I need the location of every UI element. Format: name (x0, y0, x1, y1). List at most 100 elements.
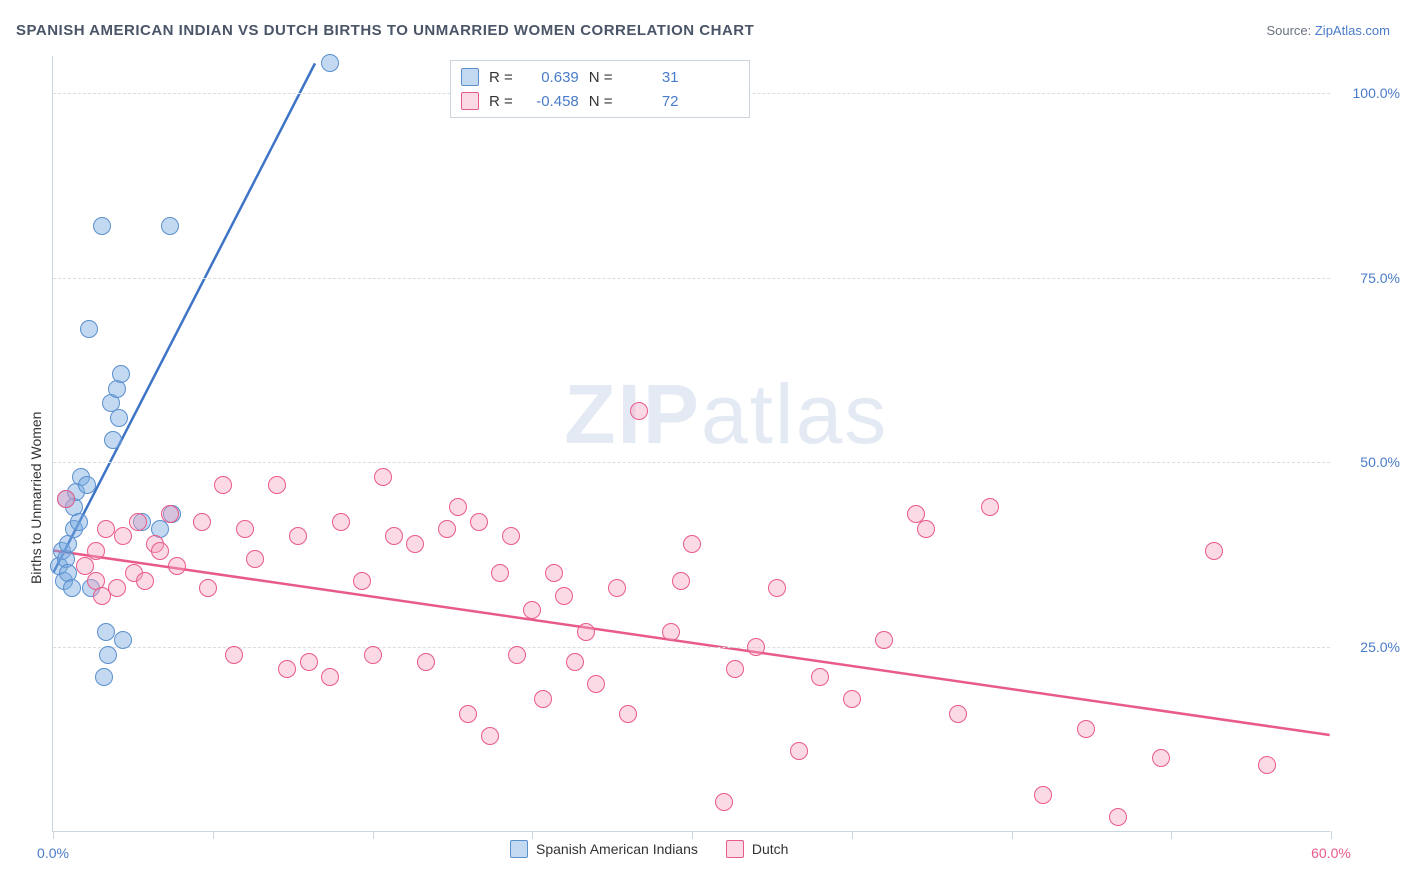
swatch-dutch (461, 92, 479, 110)
n-value: 31 (623, 69, 679, 86)
point-dutch (449, 498, 467, 516)
point-dutch (608, 579, 626, 597)
point-dutch (353, 572, 371, 590)
point-dutch (1205, 542, 1223, 560)
gridline (53, 462, 1330, 463)
watermark: ZIPatlas (564, 366, 888, 463)
point-dutch (555, 587, 573, 605)
point-dutch (199, 579, 217, 597)
point-dutch (545, 564, 563, 582)
series-legend: Spanish American Indians Dutch (510, 840, 788, 858)
point-dutch (161, 505, 179, 523)
plot-area: ZIPatlas 25.0%50.0%75.0%100.0%0.0%60.0% (52, 56, 1330, 832)
x-tick-label: 0.0% (37, 845, 69, 861)
point-dutch (278, 660, 296, 678)
point-sai (104, 431, 122, 449)
x-tick (1012, 831, 1013, 839)
point-dutch (491, 564, 509, 582)
y-tick-label: 25.0% (1340, 639, 1400, 655)
chart-title: SPANISH AMERICAN INDIAN VS DUTCH BIRTHS … (16, 22, 754, 39)
stats-row-dutch: R = -0.458 N = 72 (461, 89, 739, 113)
point-sai (97, 623, 115, 641)
point-dutch (268, 476, 286, 494)
point-dutch (136, 572, 154, 590)
point-dutch (481, 727, 499, 745)
source-label: Source: (1266, 23, 1314, 38)
point-sai (112, 365, 130, 383)
point-sai (93, 217, 111, 235)
point-dutch (459, 705, 477, 723)
point-dutch (587, 675, 605, 693)
point-dutch (151, 542, 169, 560)
x-tick (532, 831, 533, 839)
point-sai (70, 513, 88, 531)
legend-label: Dutch (752, 841, 789, 857)
point-dutch (917, 520, 935, 538)
point-dutch (87, 542, 105, 560)
n-label: N = (589, 93, 613, 110)
r-value: -0.458 (523, 93, 579, 110)
point-dutch (811, 668, 829, 686)
r-label: R = (489, 93, 513, 110)
point-dutch (502, 527, 520, 545)
point-dutch (332, 513, 350, 531)
point-dutch (97, 520, 115, 538)
gridline (53, 278, 1330, 279)
point-dutch (406, 535, 424, 553)
point-dutch (1034, 786, 1052, 804)
point-dutch (1109, 808, 1127, 826)
legend-item-sai[interactable]: Spanish American Indians (510, 840, 698, 858)
legend-label: Spanish American Indians (536, 841, 698, 857)
point-dutch (321, 668, 339, 686)
x-tick (852, 831, 853, 839)
legend-item-dutch[interactable]: Dutch (726, 840, 789, 858)
point-dutch (768, 579, 786, 597)
point-dutch (193, 513, 211, 531)
point-dutch (508, 646, 526, 664)
point-sai (161, 217, 179, 235)
point-sai (80, 320, 98, 338)
x-tick (1331, 831, 1332, 839)
r-label: R = (489, 69, 513, 86)
point-sai (99, 646, 117, 664)
point-dutch (236, 520, 254, 538)
point-dutch (715, 793, 733, 811)
point-dutch (108, 579, 126, 597)
point-dutch (289, 527, 307, 545)
n-label: N = (589, 69, 613, 86)
trend-line-dutch (53, 551, 1329, 736)
x-tick (692, 831, 693, 839)
swatch-sai (510, 840, 528, 858)
swatch-dutch (726, 840, 744, 858)
point-sai (114, 631, 132, 649)
point-dutch (875, 631, 893, 649)
watermark-light: atlas (701, 367, 888, 461)
x-tick (373, 831, 374, 839)
point-dutch (1077, 720, 1095, 738)
point-dutch (214, 476, 232, 494)
y-tick-label: 50.0% (1340, 454, 1400, 470)
point-dutch (246, 550, 264, 568)
point-dutch (225, 646, 243, 664)
source-link[interactable]: ZipAtlas.com (1315, 23, 1390, 38)
swatch-sai (461, 68, 479, 86)
gridline (53, 647, 1330, 648)
point-dutch (1152, 749, 1170, 767)
trend-line-sai (53, 63, 315, 572)
point-dutch (949, 705, 967, 723)
point-dutch (300, 653, 318, 671)
point-dutch (374, 468, 392, 486)
point-sai (110, 409, 128, 427)
point-dutch (417, 653, 435, 671)
point-dutch (168, 557, 186, 575)
n-value: 72 (623, 93, 679, 110)
source-attribution: Source: ZipAtlas.com (1266, 23, 1390, 38)
r-value: 0.639 (523, 69, 579, 86)
trend-lines (53, 56, 1330, 831)
point-dutch (747, 638, 765, 656)
point-dutch (523, 601, 541, 619)
point-sai (321, 54, 339, 72)
point-dutch (683, 535, 701, 553)
point-sai (95, 668, 113, 686)
point-dutch (385, 527, 403, 545)
